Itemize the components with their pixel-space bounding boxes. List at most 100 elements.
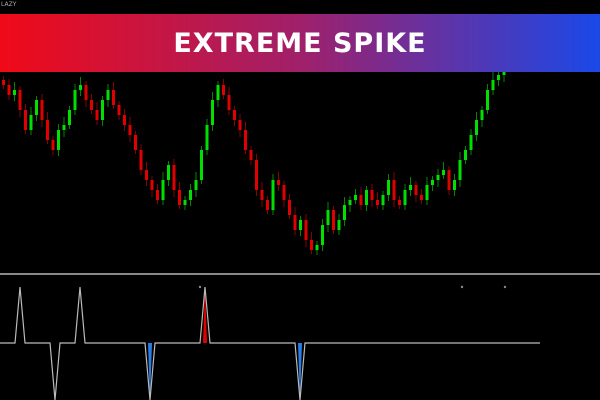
candle (62, 125, 66, 130)
candle (310, 240, 313, 250)
candle (13, 90, 16, 95)
candle (337, 220, 341, 230)
candle (409, 185, 412, 190)
candle (189, 190, 192, 200)
candle (491, 80, 495, 90)
candle (480, 110, 484, 120)
candle (458, 160, 462, 180)
candle (35, 100, 38, 115)
candle (227, 95, 231, 110)
candle (40, 100, 44, 120)
candle (178, 190, 181, 205)
candle (112, 90, 115, 105)
candle (266, 200, 269, 210)
candle (359, 195, 363, 205)
candle (117, 105, 121, 115)
candle (343, 205, 346, 220)
candle (381, 195, 385, 205)
candle (68, 110, 71, 125)
candle (304, 220, 308, 240)
candle (101, 100, 104, 120)
candle (348, 200, 352, 205)
candle (277, 180, 280, 185)
candle (211, 100, 214, 125)
candle (321, 225, 324, 245)
candle (370, 190, 374, 200)
candle (46, 120, 49, 140)
candle (233, 110, 236, 120)
candle (486, 90, 489, 110)
candle (134, 135, 137, 150)
candle (453, 180, 456, 190)
candle (238, 120, 242, 130)
candle (145, 170, 148, 180)
candle (84, 85, 88, 100)
candle (183, 200, 187, 205)
candle (161, 180, 165, 200)
title-banner: EXTREME SPIKE (0, 14, 600, 72)
candle (447, 170, 451, 190)
candle (194, 180, 198, 190)
candle (469, 135, 473, 150)
candle (139, 150, 143, 170)
candle (282, 185, 286, 200)
candle (332, 210, 335, 230)
candle (249, 150, 253, 160)
candle (123, 115, 126, 125)
candle (200, 150, 203, 180)
candle (29, 115, 33, 130)
candle (288, 200, 291, 215)
candle (464, 150, 467, 160)
symbol-label: LAZY (1, 1, 17, 8)
candle (387, 180, 390, 195)
candle (414, 185, 418, 195)
candle (420, 195, 423, 200)
candle (18, 90, 22, 110)
signal-dot (460, 285, 464, 289)
candle (244, 130, 247, 150)
candle (315, 245, 319, 250)
candle (299, 220, 302, 230)
candle (425, 185, 429, 200)
candle (293, 215, 297, 230)
candle (24, 110, 27, 130)
candle (7, 85, 11, 95)
candle (365, 190, 368, 205)
signal-dot (503, 285, 507, 289)
spike-signal (298, 343, 302, 400)
signal-dot (198, 285, 202, 289)
candle (442, 170, 445, 175)
candle (79, 85, 82, 90)
candle (90, 100, 93, 110)
candle (326, 210, 330, 225)
candle (57, 130, 60, 150)
candle (205, 125, 209, 150)
candle (475, 120, 478, 135)
candle (106, 90, 110, 100)
candle (403, 190, 407, 205)
candle (392, 180, 396, 200)
indicator-line (0, 286, 540, 400)
candle (216, 85, 220, 100)
candle (260, 190, 264, 200)
spike-signal (148, 343, 152, 400)
candle (128, 125, 132, 135)
candle (167, 165, 170, 180)
candle (2, 80, 5, 85)
candle (436, 175, 440, 180)
candle (497, 75, 500, 80)
candle (156, 190, 159, 200)
candle (95, 110, 99, 120)
candle (51, 140, 55, 150)
candle (222, 85, 225, 95)
candle (398, 200, 401, 205)
candle (431, 180, 434, 185)
candle (271, 180, 275, 210)
candle (150, 180, 154, 190)
candle (172, 165, 176, 190)
candle (73, 90, 77, 110)
candle (376, 200, 379, 205)
spike-signal (203, 287, 207, 343)
banner-title: EXTREME SPIKE (173, 27, 427, 59)
